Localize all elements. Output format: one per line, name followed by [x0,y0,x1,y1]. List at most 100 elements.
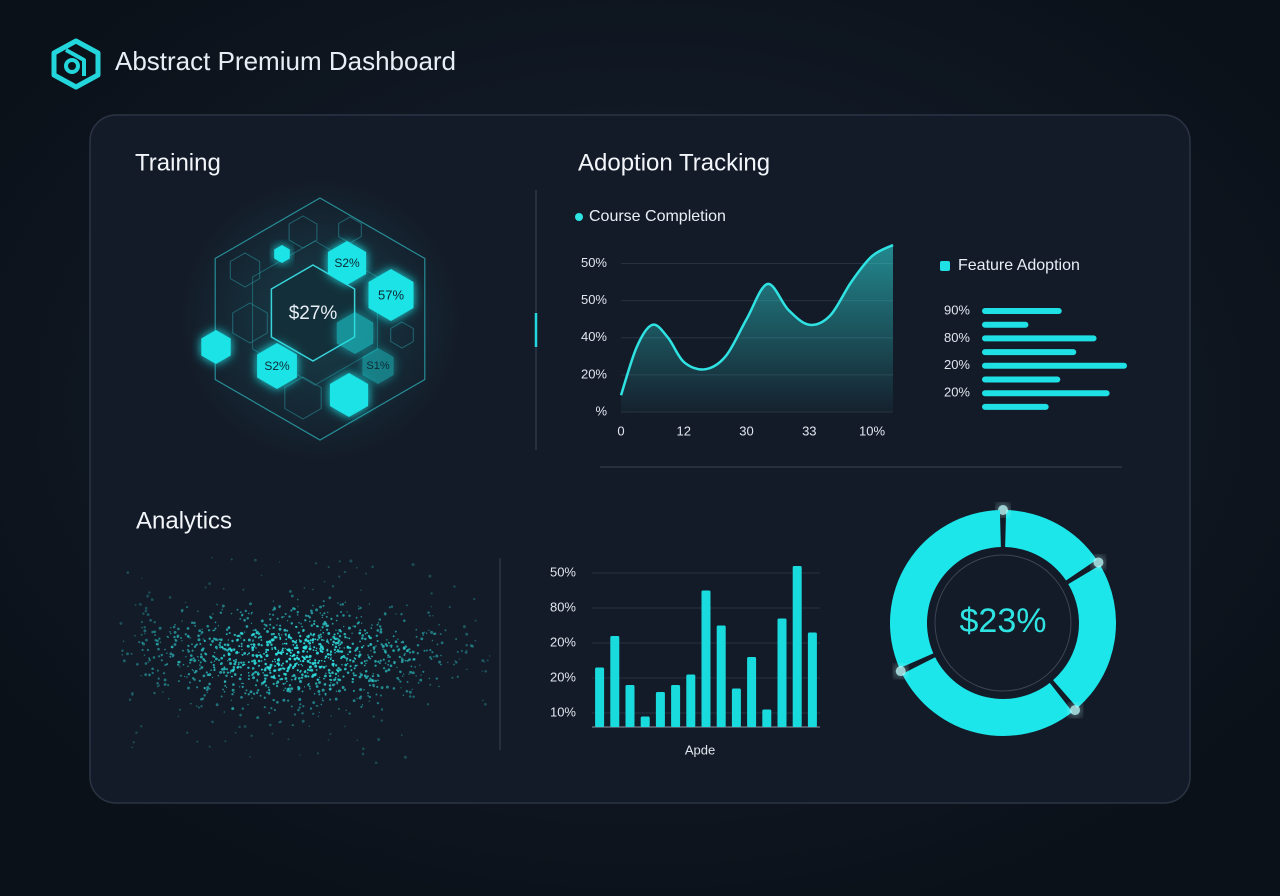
particle [185,605,189,609]
particle [230,612,233,615]
particle [223,680,227,683]
particle [319,643,322,646]
particle [357,605,360,608]
particle [314,638,317,641]
bar [777,618,787,727]
particle [469,644,473,648]
particle [422,670,425,673]
particle [167,684,170,687]
particle [325,665,327,667]
particle [233,673,237,676]
particle [298,639,301,641]
particle [331,622,334,625]
particle [298,677,301,680]
particle [342,675,345,678]
hex-cell [362,348,394,384]
bar [655,692,665,727]
legend-dot [575,213,583,221]
particle [323,660,326,663]
particle [307,675,310,678]
particle [372,715,375,718]
particle [289,663,292,667]
particle [436,643,439,646]
particle [471,645,474,648]
particle [198,659,200,662]
particle [208,682,211,686]
particle [255,647,257,649]
particle [294,640,297,644]
particle [384,649,386,651]
particle [250,613,252,615]
particle [200,631,204,634]
particle [211,556,213,559]
particle [153,630,157,634]
particle [371,679,375,683]
particle [126,652,129,656]
particle [338,647,341,649]
particle [247,638,251,642]
particle [263,680,267,683]
particle [200,648,204,652]
particle [283,628,287,632]
particle [167,636,170,638]
particle [180,637,182,639]
particle [321,616,324,619]
particle [336,614,339,617]
particle [438,624,440,626]
particle [232,648,236,651]
particle [152,656,156,659]
particle [321,626,324,629]
particle [380,708,384,711]
particle [224,684,227,687]
particle [183,675,186,678]
particle [174,638,176,641]
particle [416,652,419,655]
particle [306,659,310,663]
particle [163,678,167,682]
particle [290,609,293,612]
particle [318,693,321,696]
particle [328,642,330,644]
particle [186,676,188,678]
particle [352,672,355,675]
particle [220,695,223,698]
particle [330,715,332,717]
particle [296,662,298,664]
particle [192,677,195,680]
particle [278,606,281,609]
particle [331,663,334,666]
particle [291,639,295,643]
particle [375,693,378,696]
particle [415,635,418,638]
particle [428,574,432,578]
particle [144,673,148,677]
particle [291,724,294,727]
particle [429,656,432,659]
particle [310,633,313,636]
particle [412,658,416,661]
particle [298,706,301,709]
particle [302,630,304,632]
particle [288,657,292,661]
particle [308,665,312,669]
particle [154,638,157,642]
particle [379,625,382,628]
particle [222,647,225,650]
particle [154,634,157,637]
particle [245,689,248,692]
particle [171,646,174,649]
particle [358,675,362,679]
particle [346,637,348,639]
particle [417,682,420,684]
particle [271,648,274,651]
particle [231,707,235,711]
particle [315,669,318,671]
particle [251,654,255,657]
particle [349,559,353,563]
particle [358,650,361,653]
particle [444,629,447,632]
particle [315,649,317,652]
particle [319,612,322,614]
particle [169,631,171,633]
particle [435,654,439,658]
